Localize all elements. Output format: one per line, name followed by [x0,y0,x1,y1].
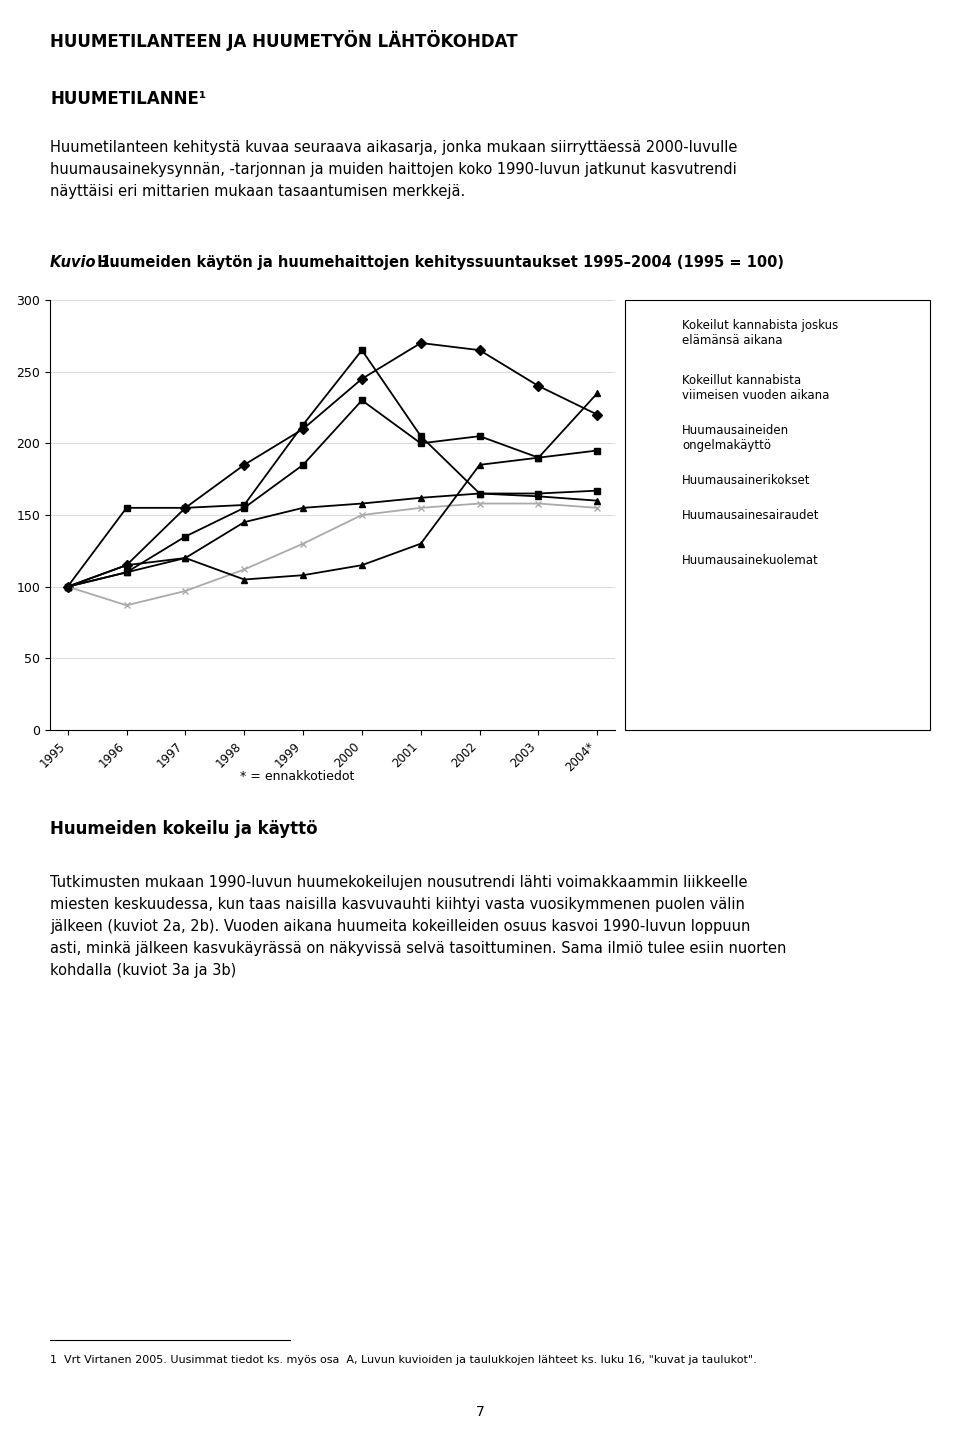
Text: miesten keskuudessa, kun taas naisilla kasvuvauhti kiihtyi vasta vuosikymmenen p: miesten keskuudessa, kun taas naisilla k… [50,896,745,912]
Text: Huumausainerikokset: Huumausainerikokset [682,474,810,487]
Text: * = ennakkotiedot: * = ennakkotiedot [240,770,354,783]
Text: Huumeiden käytön ja huumehaittojen kehityssuuntaukset 1995–2004 (1995 = 100): Huumeiden käytön ja huumehaittojen kehit… [92,255,784,271]
Text: Huumeiden kokeilu ja käyttö: Huumeiden kokeilu ja käyttö [50,821,318,838]
Text: Huumetilanteen kehitystä kuvaa seuraava aikasarja, jonka mukaan siirryttäessä 20: Huumetilanteen kehitystä kuvaa seuraava … [50,140,737,155]
Text: Kokeilut kannabista joskus
elämänsä aikana: Kokeilut kannabista joskus elämänsä aika… [682,319,838,347]
Text: huumausainekysynnän, -tarjonnan ja muiden haittojen koko 1990-luvun jatkunut kas: huumausainekysynnän, -tarjonnan ja muide… [50,162,736,178]
Text: Huumausaineiden
ongelmakäyttö: Huumausaineiden ongelmakäyttö [682,424,789,453]
Text: HUUMETILANTEEN JA HUUMETYÖN LÄHTÖKOHDAT: HUUMETILANTEEN JA HUUMETYÖN LÄHTÖKOHDAT [50,30,517,52]
Text: asti, minkä jälkeen kasvukäyrässä on näkyvissä selvä tasoittuminen. Sama ilmiö t: asti, minkä jälkeen kasvukäyrässä on näk… [50,941,786,957]
Text: näyttäisi eri mittarien mukaan tasaantumisen merkkejä.: näyttäisi eri mittarien mukaan tasaantum… [50,183,466,199]
Text: kohdalla (kuviot 3a ja 3b): kohdalla (kuviot 3a ja 3b) [50,962,236,978]
Text: Tutkimusten mukaan 1990-luvun huumekokeilujen nousutrendi lähti voimakkaammin li: Tutkimusten mukaan 1990-luvun huumekokei… [50,875,748,891]
Text: jälkeen (kuviot 2a, 2b). Vuoden aikana huumeita kokeilleiden osuus kasvoi 1990-l: jälkeen (kuviot 2a, 2b). Vuoden aikana h… [50,919,751,934]
Text: Huumausainesairaudet: Huumausainesairaudet [682,508,820,523]
Text: Kokeillut kannabista
viimeisen vuoden aikana: Kokeillut kannabista viimeisen vuoden ai… [682,374,829,402]
Text: Huumausainekuolemat: Huumausainekuolemat [682,554,819,567]
Text: Kuvio 1.: Kuvio 1. [50,255,116,271]
Text: HUUMETILANNE¹: HUUMETILANNE¹ [50,90,206,107]
Text: 1  Vrt Virtanen 2005. Uusimmat tiedot ks. myös osa  A, Luvun kuvioiden ja tauluk: 1 Vrt Virtanen 2005. Uusimmat tiedot ks.… [50,1355,756,1365]
Text: 7: 7 [475,1405,485,1419]
